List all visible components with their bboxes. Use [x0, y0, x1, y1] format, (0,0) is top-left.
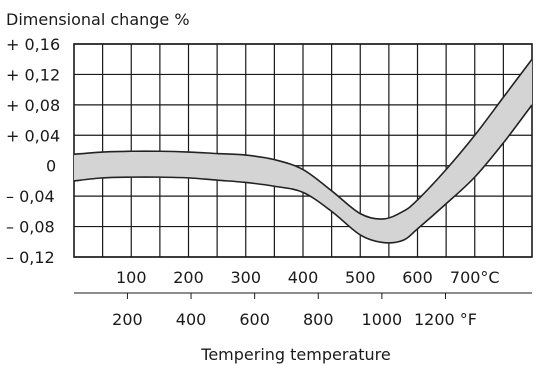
x-axis-celsius-labels: 100 200 300 400 500 600 700°C	[116, 268, 500, 287]
y-tick-label: – 0,08	[6, 218, 55, 237]
x-axis-fahrenheit: 200 400 600 800 1000 1200 °F	[74, 292, 532, 329]
x-tick-label-fahrenheit: 400	[176, 310, 207, 329]
x-tick-label-fahrenheit: 600	[239, 310, 270, 329]
y-tick-label: + 0,12	[6, 65, 60, 84]
x-tick-label-fahrenheit: 200	[112, 310, 143, 329]
y-tick-label: – 0,12	[6, 248, 55, 267]
chart-title: Dimensional change %	[6, 10, 190, 29]
x-tick-label-celsius: 600	[402, 268, 433, 287]
y-axis-tick-labels: + 0,16 + 0,12 + 0,08 + 0,04 0 – 0,04 – 0,08 – 0…	[6, 35, 60, 267]
plot-frame	[73, 43, 533, 258]
y-tick-label: + 0,08	[6, 96, 60, 115]
y-tick-label: + 0,04	[6, 126, 60, 145]
y-tick-label: + 0,16	[6, 35, 60, 54]
x-tick-label-celsius: 700°C	[450, 268, 500, 287]
tolerance-band	[73, 58, 533, 244]
y-tick-label: 0	[46, 157, 56, 176]
x-tick-label-celsius: 100	[116, 268, 147, 287]
x-axis-title: Tempering temperature	[200, 345, 390, 364]
x-tick-label-fahrenheit: 800	[303, 310, 334, 329]
x-tick-label-celsius: 400	[288, 268, 319, 287]
x-tick-label-fahrenheit: 1000	[362, 310, 403, 329]
upper-bound-line	[73, 58, 533, 220]
x-tick-label-fahrenheit: 1200 °F	[414, 310, 477, 329]
x-tick-label-celsius: 200	[173, 268, 204, 287]
y-tick-label: – 0,04	[6, 187, 55, 206]
x-tick-label-celsius: 500	[345, 268, 376, 287]
x-tick-label-celsius: 300	[230, 268, 261, 287]
lower-bound-line	[73, 104, 533, 244]
